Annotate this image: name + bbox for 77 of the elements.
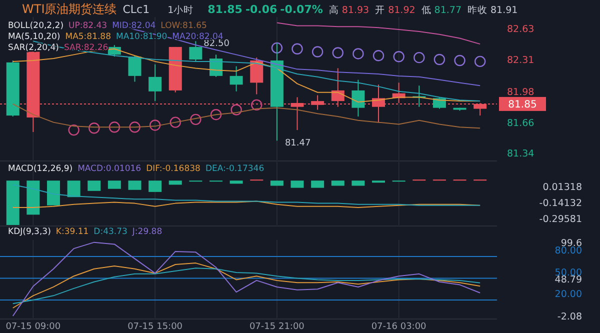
text: 开 <box>375 5 386 16</box>
text: 81.92 <box>388 5 416 16</box>
annotation: MACD(12,26,9) <box>8 164 73 174</box>
point <box>251 99 262 111</box>
y-tick-label: 82.31 <box>507 55 534 66</box>
y-tick-label: 82.63 <box>507 24 534 36</box>
text: 1小时 <box>168 4 194 16</box>
text: 81.91 <box>490 5 518 16</box>
x-tick-label: 07-15 15:00 <box>128 322 183 332</box>
candlestick <box>148 64 162 102</box>
point <box>210 108 222 120</box>
y-tick-label: 48.79 <box>554 274 582 286</box>
text: 低 <box>421 5 432 16</box>
line-series <box>12 184 481 206</box>
point <box>454 54 466 66</box>
point <box>170 116 181 128</box>
annotation: 81.47 <box>284 138 311 149</box>
x-tick-label: 07-16 03:00 <box>371 322 427 332</box>
annotation: BOLL(20,2,2) <box>8 21 64 31</box>
y-tick-label: -0.14132 <box>539 198 582 209</box>
text: LOW:81.65 <box>160 21 207 31</box>
point <box>312 46 324 58</box>
point <box>129 122 140 133</box>
point <box>352 48 364 60</box>
text: D:43.73 <box>94 227 128 237</box>
text: 高 <box>328 4 339 16</box>
y-tick-label: 0.01318 <box>542 182 582 193</box>
point <box>332 47 344 58</box>
text: UP:82.43 <box>68 21 108 31</box>
y-tick-label: -2.08 <box>557 312 582 323</box>
annotation: MA(5,10,20) <box>8 32 60 42</box>
y-tick-label: -0.29581 <box>539 214 582 225</box>
point <box>372 50 384 62</box>
text: 81.77 <box>434 5 462 16</box>
y-tick-label: 81.66 <box>507 118 534 129</box>
candlestick <box>128 55 142 82</box>
series-label: MA10:81.90 <box>116 32 168 42</box>
text: K:39.11 <box>56 227 89 237</box>
chart-subtitle: CLc1 <box>122 3 150 16</box>
candlestick <box>250 57 264 95</box>
annotation: MACD:0.01016 <box>78 164 142 174</box>
point <box>230 104 242 116</box>
ref-line-label: 81.85 <box>508 99 537 110</box>
y-tick-label: 81.34 <box>507 148 534 160</box>
point <box>393 51 404 62</box>
point <box>108 122 120 133</box>
series-label: MA5:81.88 <box>65 32 111 42</box>
point <box>292 43 303 54</box>
point <box>434 54 446 66</box>
text: 81.93 <box>342 5 370 16</box>
x-tick-label: 07-15 21:00 <box>249 322 305 332</box>
y-tick-label: 81.98 <box>507 86 534 98</box>
point <box>68 124 80 136</box>
point <box>271 42 283 54</box>
text: -0.07% <box>280 3 323 16</box>
candlestick <box>189 40 202 62</box>
candlestick <box>230 66 243 92</box>
point <box>190 114 202 126</box>
ref-line-label: 80.00 <box>554 246 582 257</box>
line-series <box>276 22 481 45</box>
point <box>414 52 425 64</box>
x-tick-label: 07-15 09:00 <box>6 322 61 332</box>
candlestick <box>352 79 365 118</box>
chart-title: WTI原油期货连续 <box>22 2 117 16</box>
point <box>88 122 100 134</box>
text: DEA:-0.17346 <box>205 164 264 174</box>
line-series <box>12 242 481 317</box>
text: DIF:-0.16838 <box>146 164 200 174</box>
text: -0.06 <box>245 3 278 16</box>
text: 昨收 <box>468 4 488 16</box>
text: KDJ(9,3,3) <box>8 227 51 237</box>
text: 81.85 <box>208 3 242 16</box>
ref-line-label: 20.00 <box>554 289 582 300</box>
point <box>474 56 486 68</box>
series-label: J:29.88 <box>131 227 162 237</box>
point <box>149 120 161 131</box>
annotation: SAR(2,20,4) <box>8 43 59 53</box>
